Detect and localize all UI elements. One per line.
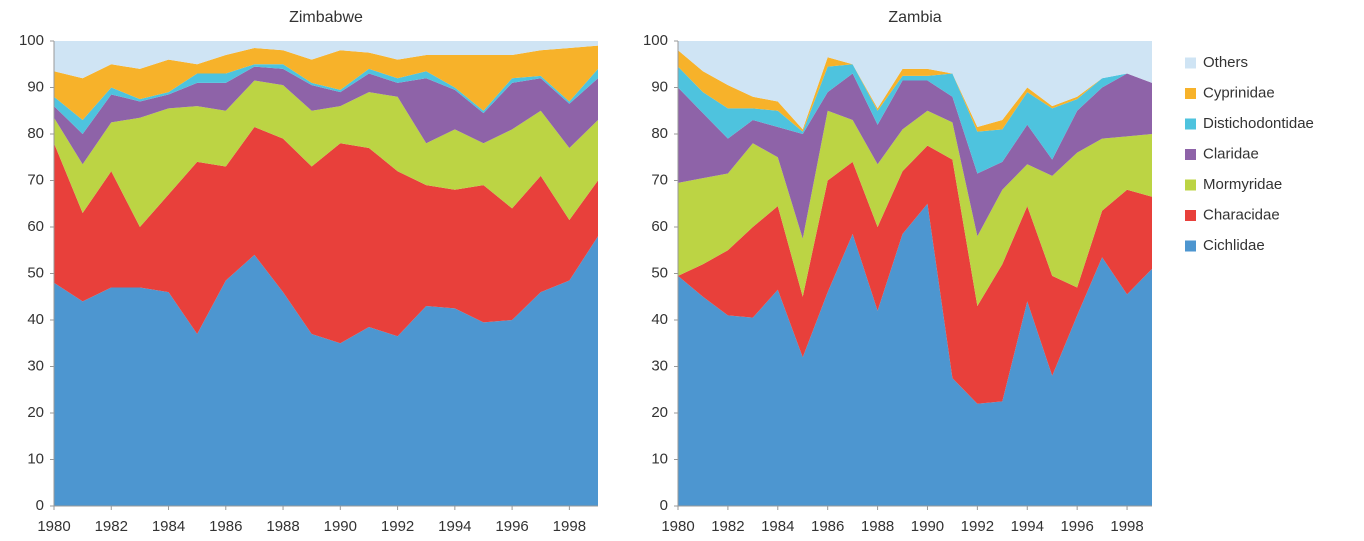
legend-label: Others	[1203, 54, 1248, 71]
area	[678, 64, 1152, 174]
x-tick-label: 1986	[209, 518, 242, 535]
legend-label: Cyprinidae	[1203, 84, 1275, 101]
legend-swatch	[1185, 240, 1196, 252]
x-tick-label: 1988	[861, 518, 894, 535]
x-tick-label: 1986	[811, 518, 844, 535]
y-tick-label: 60	[27, 218, 44, 235]
chart-title: Zimbabwe	[289, 9, 363, 26]
y-tick-label: 60	[651, 218, 668, 235]
x-tick-label: 1996	[1060, 518, 1093, 535]
x-tick-label: 1992	[961, 518, 994, 535]
area	[678, 73, 1152, 239]
legend-label: Characidae	[1203, 206, 1280, 223]
y-tick-label: 100	[643, 32, 668, 49]
x-tick-label: 1994	[1011, 518, 1044, 535]
legend-label: Distichodontidae	[1203, 115, 1314, 132]
x-tick-label: 1998	[1110, 518, 1143, 535]
area	[678, 145, 1152, 404]
legend-label: Cichlidae	[1203, 237, 1265, 254]
x-tick-label: 1988	[266, 518, 299, 535]
x-tick-label: 1990	[324, 518, 357, 535]
area	[678, 110, 1152, 307]
area	[54, 64, 598, 134]
x-tick-label: 1996	[495, 518, 528, 535]
y-tick-label: 0	[660, 497, 668, 514]
y-tick-label: 70	[651, 171, 668, 188]
area	[678, 41, 1152, 130]
x-tick-label: 1984	[152, 518, 185, 535]
chart-title: Zambia	[888, 9, 941, 26]
area	[54, 66, 598, 165]
legend-swatch	[1185, 179, 1196, 191]
x-tick-label: 1980	[37, 518, 70, 535]
y-tick-label: 30	[651, 357, 668, 374]
y-tick-label: 50	[651, 264, 668, 281]
y-tick-label: 20	[27, 404, 44, 421]
x-tick-label: 1980	[661, 518, 694, 535]
legend-swatch	[1185, 210, 1196, 221]
y-tick-label: 70	[27, 171, 44, 188]
x-tick-label: 1992	[381, 518, 414, 535]
legend-label: Claridae	[1203, 145, 1259, 162]
y-tick-label: 100	[19, 32, 44, 49]
area	[678, 203, 1152, 506]
y-tick-label: 90	[651, 78, 668, 95]
x-tick-label: 1982	[711, 518, 744, 535]
legend-label: Mormyridae	[1203, 176, 1282, 193]
y-tick-label: 10	[27, 450, 44, 467]
x-tick-label: 1990	[911, 518, 944, 535]
y-tick-label: 20	[651, 404, 668, 421]
legend-swatch	[1185, 88, 1196, 99]
y-tick-label: 80	[27, 125, 44, 142]
y-tick-label: 40	[651, 311, 668, 328]
x-tick-label: 1982	[95, 518, 128, 535]
y-tick-label: 50	[27, 264, 44, 281]
y-tick-label: 40	[27, 311, 44, 328]
area	[54, 127, 598, 344]
area	[54, 41, 598, 79]
x-tick-label: 1984	[761, 518, 794, 535]
y-tick-label: 80	[651, 125, 668, 142]
legend-swatch	[1185, 57, 1196, 69]
y-tick-label: 10	[651, 450, 668, 467]
area	[54, 236, 598, 507]
area	[54, 45, 598, 121]
y-tick-label: 0	[36, 497, 44, 514]
x-tick-label: 1998	[553, 518, 586, 535]
legend-swatch	[1185, 118, 1196, 130]
legend-swatch	[1185, 149, 1196, 160]
y-tick-label: 30	[27, 357, 44, 374]
y-tick-label: 90	[27, 78, 44, 95]
area	[54, 80, 598, 228]
x-tick-label: 1994	[438, 518, 471, 535]
